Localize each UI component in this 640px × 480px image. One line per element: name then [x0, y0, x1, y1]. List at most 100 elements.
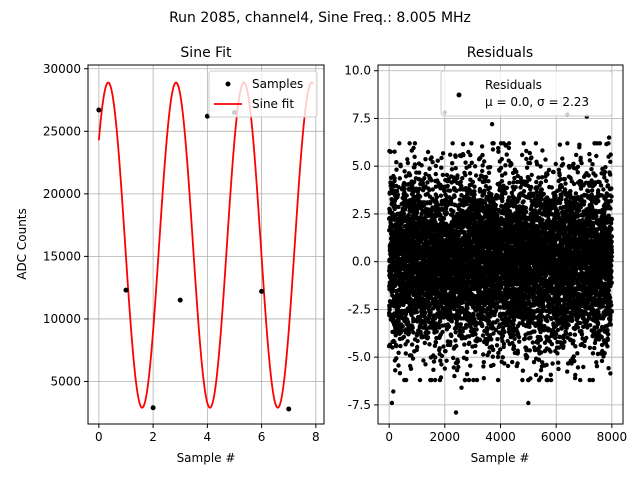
residual-point — [504, 185, 510, 190]
residual-point — [402, 169, 407, 174]
residual-point — [458, 322, 463, 327]
residual-point — [393, 368, 398, 373]
residual-point — [482, 159, 487, 164]
residual-point — [494, 343, 500, 348]
sine-fit-legend: Samples Sine fit — [208, 70, 318, 118]
residual-point — [407, 173, 413, 178]
residual-point — [456, 364, 461, 370]
residual-point — [472, 192, 477, 197]
sine-fit-x-tick-label: 0 — [95, 430, 103, 444]
figure-title: Run 2085, channel4, Sine Freq.: 8.005 MH… — [169, 10, 471, 26]
residual-point — [405, 160, 411, 166]
residual-point — [486, 318, 492, 324]
sine-fit-legend-box — [208, 70, 318, 118]
residual-point — [516, 334, 522, 340]
residual-point — [472, 349, 478, 355]
residual-point — [397, 141, 402, 146]
residual-point — [480, 168, 485, 174]
residual-point — [519, 152, 525, 158]
legend-samples-label: Samples — [252, 77, 303, 91]
residual-point — [444, 211, 449, 216]
residual-point — [425, 180, 430, 185]
residual-point — [429, 178, 434, 183]
residual-point — [472, 164, 478, 169]
residual-point — [434, 194, 440, 200]
residual-point — [398, 343, 403, 349]
residual-point — [499, 156, 504, 162]
residual-point — [435, 158, 440, 163]
sample-point — [286, 406, 292, 412]
residual-point — [397, 371, 403, 376]
residual-point — [430, 160, 435, 165]
residual-point — [441, 216, 447, 221]
residual-point — [480, 323, 485, 329]
residual-point — [430, 187, 435, 192]
residual-point — [427, 187, 432, 193]
residual-point — [520, 377, 525, 383]
residual-point — [470, 179, 476, 185]
residual-point — [453, 330, 458, 335]
residual-point — [396, 363, 401, 368]
residual-point — [503, 163, 508, 168]
residual-point — [404, 193, 409, 198]
residual-point — [501, 341, 507, 347]
residual-point — [455, 173, 460, 178]
residual-point — [428, 248, 433, 253]
residual-point — [448, 152, 453, 157]
residual-point — [433, 163, 439, 169]
sample-point — [123, 287, 129, 293]
residual-point — [417, 170, 422, 175]
residual-point — [465, 305, 470, 311]
sample-point — [150, 405, 156, 411]
residual-point — [405, 320, 411, 325]
residual-point — [396, 185, 401, 190]
residual-point — [462, 377, 468, 383]
residual-point — [449, 333, 454, 339]
residual-point — [520, 368, 526, 373]
residual-point — [394, 356, 399, 361]
residual-point — [469, 160, 474, 165]
residual-point — [435, 202, 441, 208]
residual-point — [438, 375, 444, 380]
residual-point — [417, 194, 423, 199]
residual-point — [487, 185, 493, 190]
residual-point — [455, 359, 461, 364]
residual-point — [425, 149, 431, 155]
residual-point — [490, 347, 496, 353]
residual-point — [450, 141, 455, 146]
residual-point — [450, 161, 455, 166]
residual-point — [449, 167, 455, 172]
residual-point — [412, 154, 417, 159]
residual-point — [438, 212, 443, 218]
residual-point — [390, 345, 395, 350]
residual-point — [483, 174, 489, 180]
residual-point — [515, 350, 520, 355]
residual-point — [396, 350, 401, 355]
residual-point — [443, 349, 448, 354]
residual-point — [394, 189, 400, 194]
residual-point — [479, 144, 485, 149]
residual-point — [411, 330, 416, 335]
residual-point — [511, 322, 516, 327]
residual-point — [506, 195, 512, 200]
residual-point — [511, 344, 517, 349]
residual-point — [397, 176, 402, 181]
residual-point — [396, 252, 401, 258]
residual-point — [398, 164, 403, 169]
residual-point — [496, 149, 501, 154]
residual-point — [486, 350, 492, 355]
residual-point — [434, 329, 439, 334]
residual-point — [467, 340, 472, 345]
residual-point — [491, 362, 496, 368]
residual-point — [487, 165, 493, 170]
residual-point — [521, 199, 526, 204]
residual-point — [495, 377, 501, 383]
residual-point — [390, 293, 395, 298]
residual-point — [401, 211, 407, 216]
residual-point — [396, 319, 401, 324]
residual-point — [403, 377, 409, 383]
residual-point — [433, 184, 439, 189]
residual-point — [408, 366, 414, 371]
residual-point — [412, 179, 417, 185]
